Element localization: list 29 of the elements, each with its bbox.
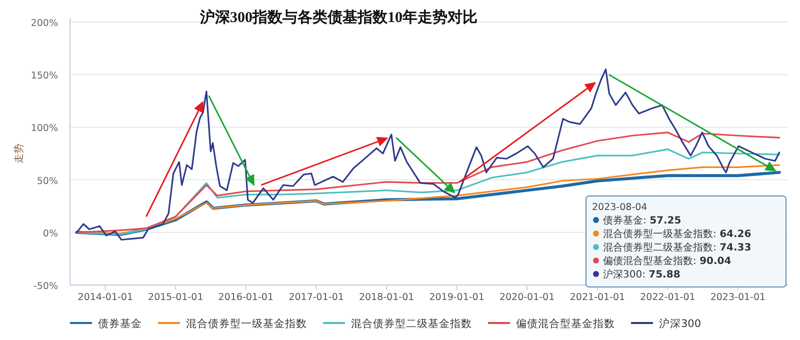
- x-tick-label: 2021-01-01: [570, 292, 626, 303]
- x-tick-label: 2017-01-01: [288, 292, 344, 303]
- x-tick-label: 2018-01-01: [358, 292, 414, 303]
- x-tick-label: 2023-01-01: [710, 292, 766, 303]
- annotation: 2023-08-04: [592, 202, 648, 213]
- annotation: 债券基金: 57.25: [603, 214, 682, 226]
- annotation: 混合债券型二级基金指数: 74.33: [603, 242, 752, 254]
- y-tick-label: 0%: [42, 228, 58, 240]
- y-tick-label: -50%: [33, 281, 58, 292]
- legend-label: 沪深300: [659, 317, 702, 330]
- legend-label: 偏债混合型基金指数: [516, 317, 615, 330]
- annotation: 偏债混合型基金指数: 90.04: [603, 255, 732, 267]
- y-tick-label: 100%: [30, 123, 58, 134]
- x-tick-label: 2019-01-01: [429, 292, 484, 303]
- y-tick-label: 150%: [30, 70, 58, 82]
- legend-label: 债券基金: [98, 317, 142, 330]
- x-tick-label: 2022-01-01: [640, 292, 696, 303]
- annotation: 沪深300: 75.88: [603, 268, 680, 280]
- x-tick-label: 2015-01-01: [148, 292, 204, 303]
- annotation: 混合债券型一级基金指数: 64.26: [603, 228, 752, 240]
- x-tick-label: 2016-01-01: [218, 292, 274, 303]
- legend-label: 混合债券型一级基金指数: [186, 317, 307, 330]
- y-tick-label: 50%: [36, 176, 58, 187]
- y-tick-label: 200%: [30, 18, 58, 29]
- x-tick-label: 2020-01-01: [499, 292, 555, 303]
- y-axis-title: 走势: [13, 144, 25, 164]
- chart-title: 沪深300指数与各类债基指数10年走势对比: [199, 8, 478, 26]
- x-tick-label: 2014-01-01: [78, 292, 134, 303]
- legend-label: 混合债券型二级基金指数: [351, 317, 472, 330]
